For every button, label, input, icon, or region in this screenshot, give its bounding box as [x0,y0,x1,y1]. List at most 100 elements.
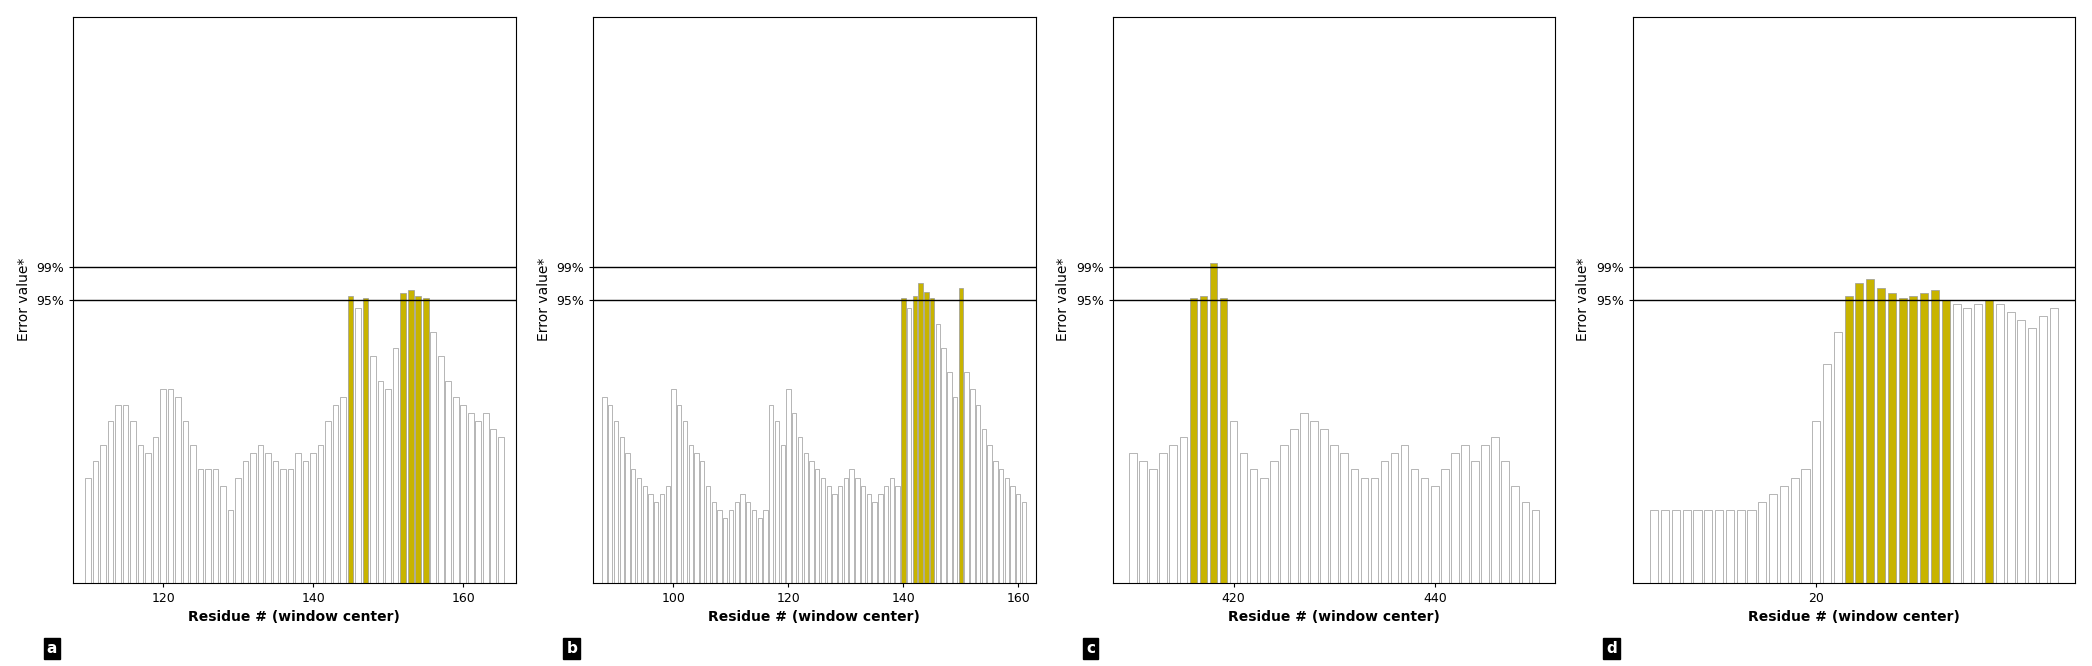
Bar [1291,429,1297,583]
Bar [609,405,613,583]
Bar [856,478,860,583]
Bar [115,405,121,583]
Bar [1021,501,1027,583]
Bar [780,445,784,583]
Bar [1420,478,1429,583]
Bar [1320,429,1328,583]
X-axis label: Residue # (window center): Residue # (window center) [1228,610,1439,624]
Bar [757,518,761,583]
Bar [1931,290,1939,583]
Bar [718,510,722,583]
Bar [843,478,847,583]
Bar [1471,462,1479,583]
Bar [833,494,837,583]
Bar [741,494,745,583]
Bar [2040,316,2046,583]
Bar [774,421,778,583]
Bar [1481,445,1490,583]
Bar [1280,445,1289,583]
Bar [1845,296,1854,583]
Bar [205,470,211,583]
Bar [879,494,883,583]
Bar [1910,296,1918,583]
Bar [1259,478,1268,583]
Bar [1726,510,1734,583]
Bar [902,298,906,583]
Bar [437,356,444,583]
Bar [362,298,368,583]
Bar [987,445,992,583]
Bar [1180,437,1186,583]
Bar [92,462,98,583]
Bar [130,421,136,583]
Bar [1812,421,1820,583]
Bar [747,501,751,583]
Bar [289,470,293,583]
Bar [872,501,877,583]
Bar [787,388,791,583]
Bar [1331,445,1339,583]
Bar [370,356,377,583]
Bar [1661,510,1669,583]
Bar [109,421,113,583]
Bar [176,397,180,583]
Bar [385,388,391,583]
Bar [889,478,893,583]
Bar [981,429,985,583]
Bar [1747,510,1755,583]
X-axis label: Residue # (window center): Residue # (window center) [1749,610,1960,624]
Bar [408,290,414,583]
Bar [751,510,755,583]
Bar [161,388,165,583]
Bar [326,421,331,583]
Bar [138,445,144,583]
Bar [1531,510,1540,583]
Bar [695,454,699,583]
Bar [452,397,458,583]
Bar [885,486,889,583]
Bar [1692,510,1701,583]
Y-axis label: Error value*: Error value* [1575,258,1590,342]
Bar [469,413,473,583]
X-axis label: Residue # (window center): Residue # (window center) [709,610,920,624]
Bar [483,413,490,583]
Bar [655,501,659,583]
Bar [1370,478,1379,583]
Bar [816,470,820,583]
Bar [1682,510,1690,583]
Bar [1780,486,1789,583]
Bar [613,421,617,583]
Bar [797,437,801,583]
Bar [213,470,218,583]
Bar [682,421,686,583]
X-axis label: Residue # (window center): Residue # (window center) [188,610,400,624]
Bar [977,405,981,583]
Bar [356,308,362,583]
Bar [642,486,646,583]
Bar [1410,470,1418,583]
Bar [1672,510,1680,583]
Bar [1996,304,2004,583]
Bar [724,518,728,583]
Bar [490,429,496,583]
Bar [1004,478,1008,583]
Bar [1241,454,1247,583]
Bar [1130,454,1136,583]
Bar [498,437,504,583]
Bar [1770,494,1776,583]
Text: a: a [46,641,56,656]
Bar [839,486,843,583]
Bar [123,405,128,583]
Bar [1159,454,1167,583]
Bar [1791,478,1799,583]
Bar [705,486,709,583]
Bar [826,486,831,583]
Bar [303,462,308,583]
Bar [1651,510,1659,583]
Bar [1502,462,1508,583]
Bar [1492,437,1498,583]
Bar [849,470,854,583]
Bar [400,293,406,583]
Bar [931,298,935,583]
Bar [1199,296,1207,583]
